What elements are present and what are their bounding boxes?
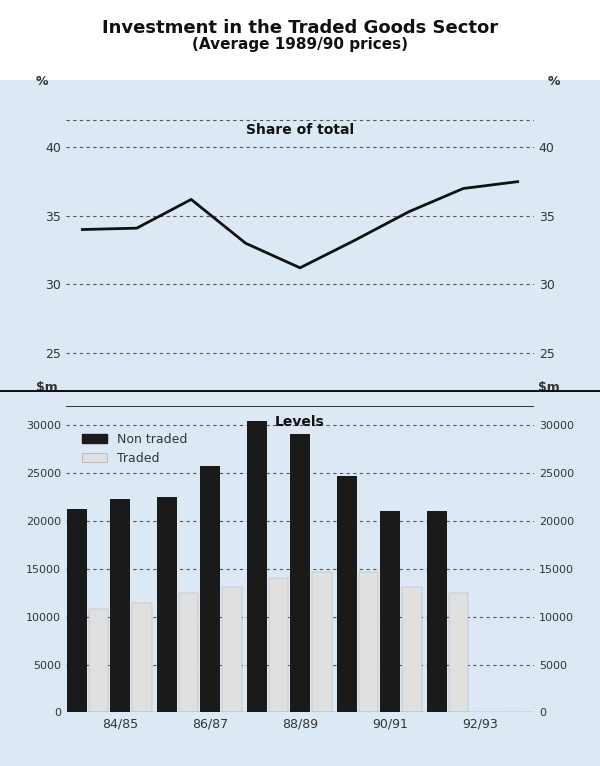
Text: $m: $m xyxy=(35,381,58,394)
Bar xyxy=(359,571,379,712)
Bar xyxy=(427,512,447,712)
Text: %: % xyxy=(35,75,48,88)
Bar xyxy=(269,578,289,712)
Bar xyxy=(337,476,357,712)
Text: (Average 1989/90 prices): (Average 1989/90 prices) xyxy=(192,37,408,52)
Bar xyxy=(222,587,242,712)
Bar xyxy=(449,593,469,712)
Legend: Non traded, Traded: Non traded, Traded xyxy=(77,427,193,470)
Text: %: % xyxy=(547,75,560,88)
Bar xyxy=(110,499,130,712)
Text: Investment in the Traded Goods Sector: Investment in the Traded Goods Sector xyxy=(102,19,498,37)
Bar xyxy=(402,587,422,712)
Bar xyxy=(380,512,400,712)
Bar xyxy=(67,509,86,712)
Text: $m: $m xyxy=(538,381,560,394)
Bar xyxy=(132,604,152,712)
Text: Levels: Levels xyxy=(275,415,325,429)
Bar xyxy=(200,466,220,712)
Text: Share of total: Share of total xyxy=(246,123,354,136)
Bar xyxy=(179,593,198,712)
Bar xyxy=(290,434,310,712)
Bar xyxy=(312,571,332,712)
Bar xyxy=(157,497,177,712)
Bar xyxy=(89,609,109,712)
Bar xyxy=(247,421,267,712)
